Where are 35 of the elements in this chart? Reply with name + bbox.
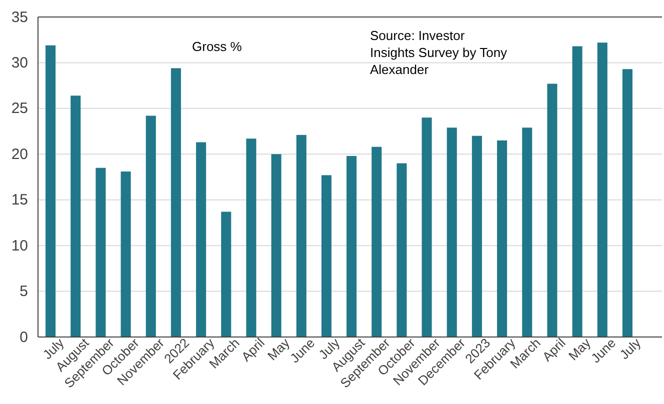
y-tick-label: 10 <box>11 237 28 254</box>
y-tick-label: 25 <box>11 100 28 118</box>
x-tick-label: July <box>616 334 644 362</box>
y-tick-label: 35 <box>11 8 28 26</box>
bar <box>246 138 256 337</box>
y-tick-label: 20 <box>11 146 28 163</box>
bar <box>46 45 56 337</box>
bar <box>271 154 282 337</box>
bar <box>146 116 156 337</box>
bar <box>396 163 407 337</box>
bar <box>120 172 131 337</box>
bar <box>547 84 558 337</box>
bar <box>497 140 508 337</box>
y-tick-label: 0 <box>20 328 28 346</box>
y-tick-label: 15 <box>11 192 28 209</box>
bar <box>296 134 306 337</box>
bar <box>321 175 332 337</box>
annotation: Source: Investor Insights Survey by Tony Alexander <box>370 28 508 77</box>
bar <box>572 46 582 337</box>
y-tick-label: 30 <box>11 54 28 72</box>
bar <box>472 136 482 337</box>
bar <box>346 156 357 337</box>
bar <box>70 96 81 337</box>
bar <box>622 69 632 337</box>
annotation: Gross % <box>192 39 242 54</box>
bar <box>597 42 608 337</box>
bar <box>221 212 232 337</box>
bar <box>422 118 432 337</box>
bar <box>522 128 532 337</box>
y-tick-label: 5 <box>20 283 28 300</box>
bar <box>372 146 382 337</box>
bar <box>196 142 206 337</box>
bar <box>170 68 181 337</box>
bar <box>446 128 457 337</box>
bar <box>96 168 106 337</box>
